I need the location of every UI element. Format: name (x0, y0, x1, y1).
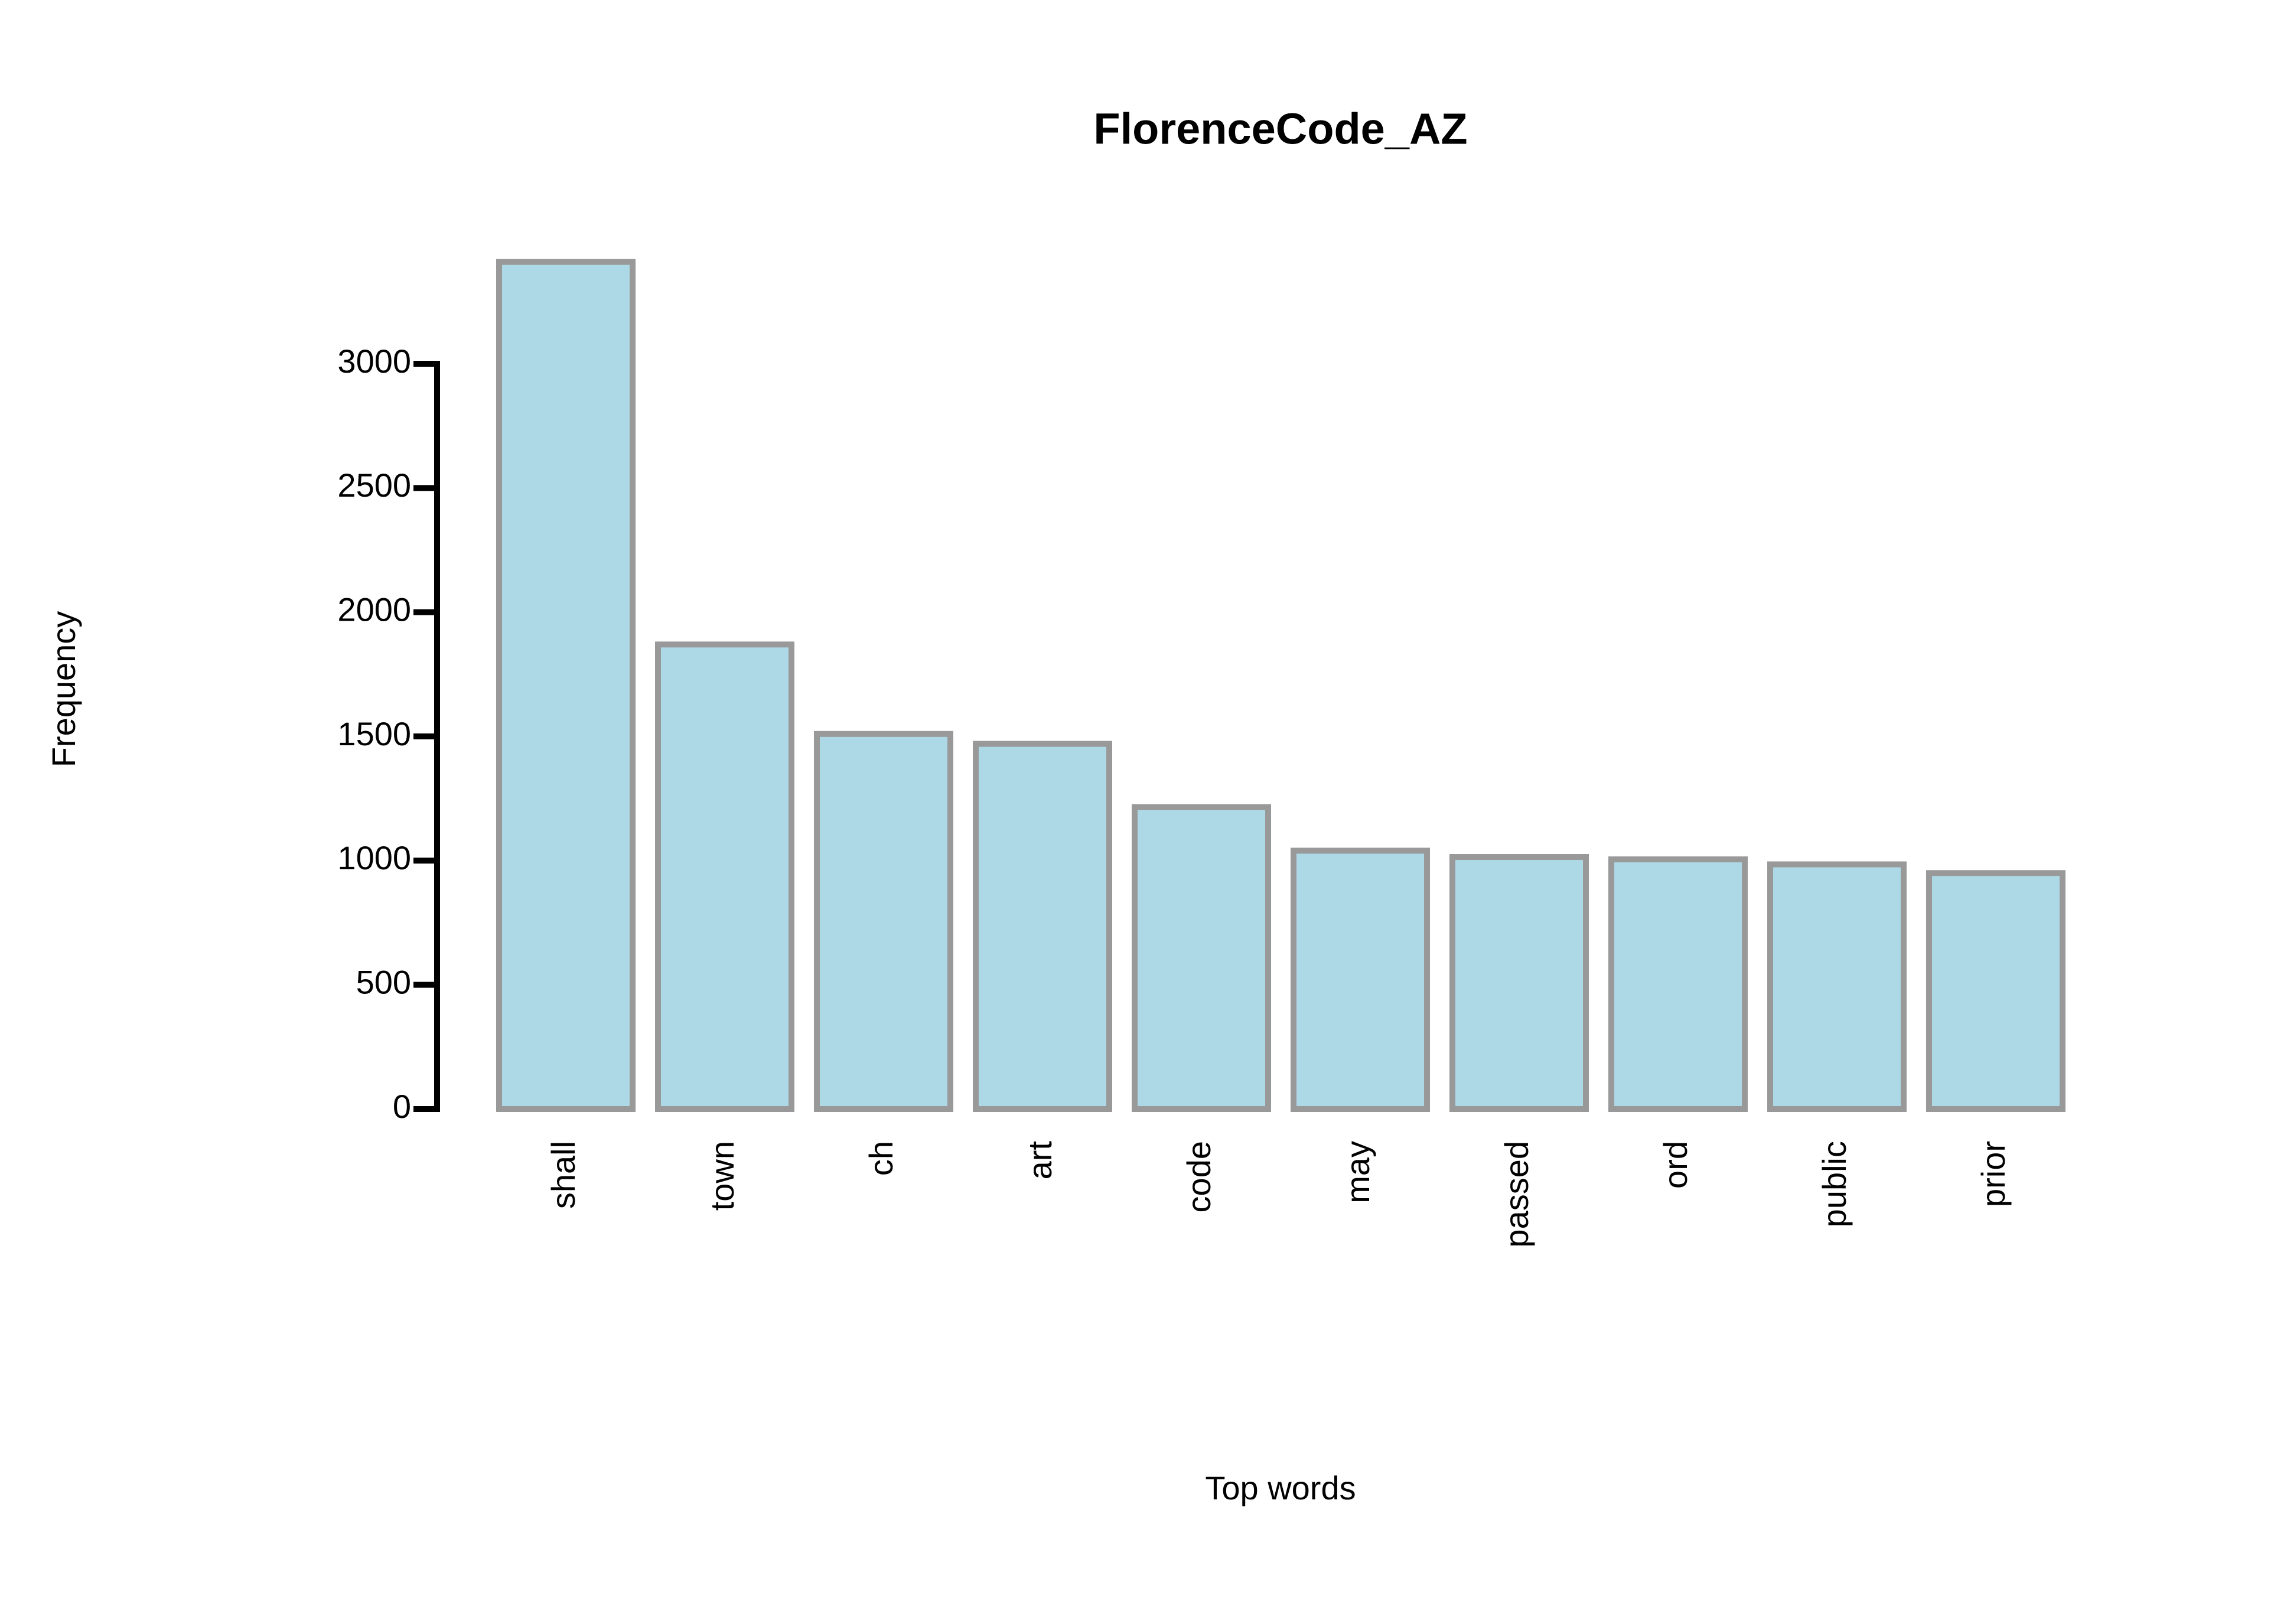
bar (1291, 847, 1430, 1113)
x-axis-label: Top words (1205, 1469, 1356, 1506)
x-tick-label: ord (1657, 1141, 1694, 1189)
x-tick-label: public (1816, 1141, 1853, 1227)
y-tick-label: 2500 (337, 467, 411, 504)
y-tick-label: 0 (393, 1088, 411, 1125)
y-tick-label: 3000 (337, 343, 411, 380)
bar (1132, 804, 1271, 1112)
x-tick-label: ch (862, 1141, 900, 1176)
bar (1608, 856, 1748, 1112)
x-tick-label: shall (545, 1141, 582, 1209)
y-tick-label: 1000 (337, 839, 411, 876)
bar (655, 641, 794, 1113)
x-tick-label: code (1180, 1141, 1217, 1212)
x-tick-label: passed (1498, 1141, 1535, 1248)
bar (1767, 861, 1907, 1112)
x-tick-label: may (1339, 1141, 1376, 1204)
y-tick-label: 2000 (337, 591, 411, 628)
chart-title: FlorenceCode_AZ (1093, 105, 1467, 154)
bar (1449, 854, 1589, 1112)
bar (814, 731, 953, 1112)
y-tick-label: 500 (356, 963, 411, 1000)
y-tick-label: 1500 (337, 715, 411, 752)
bar (973, 741, 1112, 1112)
x-tick-label: art (1021, 1141, 1058, 1180)
bar (1926, 870, 2066, 1113)
y-axis-label: Frequency (45, 611, 82, 768)
x-tick-label: town (703, 1141, 741, 1211)
bar (496, 259, 636, 1113)
x-tick-label: prior (1975, 1141, 2012, 1207)
